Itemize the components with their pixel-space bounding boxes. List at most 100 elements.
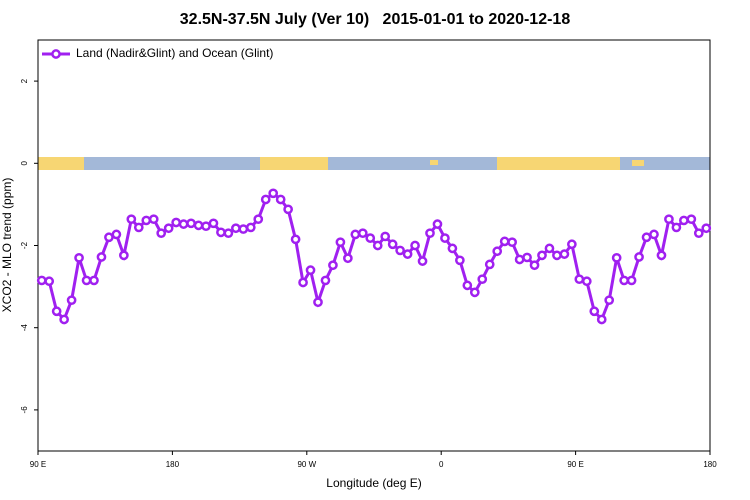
data-point [320,275,331,286]
data-point [51,306,62,317]
data-point [245,222,256,233]
data-point [626,275,637,286]
data-point [529,260,540,271]
data-point [686,214,697,225]
data-point [81,275,92,286]
data-point [208,218,219,229]
data-point [477,274,488,285]
y-axis-label: XCO2 - MLO trend (ppm) [0,178,14,313]
y-tick-label: 0 [20,161,29,166]
data-point [365,233,376,243]
data-point [253,214,264,225]
legend-marker [51,49,61,59]
x-tick-label: 90 E [567,460,583,469]
data-point [492,246,503,257]
data-point [133,222,144,233]
data-point [156,228,167,239]
data-point [671,222,682,233]
data-point [567,239,577,250]
data-point [74,252,84,263]
data-point [604,295,615,306]
data-point [596,314,607,325]
data-point [104,232,114,243]
data-point [335,237,346,248]
data-point [357,228,368,239]
data-point [552,250,562,261]
data-point [201,221,211,232]
data-point [66,295,77,306]
legend-label: Land (Nadir&Glint) and Ocean (Glint) [76,46,273,60]
chart-title: 32.5N-37.5N July (Ver 10) 2015-01-01 to … [180,11,571,28]
data-point [537,250,547,261]
land-ocean-strip [38,157,710,170]
data-point [350,229,361,240]
data-point [634,252,644,262]
data-point [343,253,353,264]
data-point [559,249,570,259]
x-axis-label: Longitude (deg E) [326,476,421,490]
data-point [462,280,473,291]
x-tick-label: 180 [703,460,717,469]
data-point [178,219,189,229]
y-tick-label: 2 [20,78,29,83]
y-tick-label: -4 [20,324,29,332]
data-point [589,306,600,317]
x-tick-label: 90 E [30,460,46,469]
data-point [275,194,286,205]
data-point [372,240,383,251]
data-point [544,243,555,254]
data-point [387,239,398,250]
data-point [283,204,293,215]
data-point [701,223,712,234]
data-point [193,220,204,231]
data-point [693,228,704,239]
data-point [231,223,241,234]
data-point [432,219,443,229]
data-point [126,214,137,225]
data-point [238,224,249,234]
data-point [96,252,107,262]
y-tick-label: -2 [20,241,29,249]
data-point [163,223,174,234]
data-point [44,276,55,287]
data-point [514,254,525,265]
data-point [619,275,629,286]
data-point [410,240,420,251]
x-tick-label: 180 [166,460,180,469]
data-point [417,256,428,266]
data-point [223,228,234,239]
data-point [395,245,405,256]
data-point [186,218,196,229]
data-point [402,249,413,259]
data-point [268,188,279,199]
data-point [507,237,517,248]
data-point [574,274,585,285]
data-point [484,259,495,270]
data-point [260,194,271,205]
x-tick-label: 90 W [297,460,316,469]
data-point [440,233,450,243]
data-point [148,214,159,225]
data-point [425,228,435,239]
data-point [469,287,480,298]
data-point [656,250,667,261]
data-point [611,252,622,263]
data-point [111,229,122,240]
data-point [522,252,532,263]
data-point [216,227,226,238]
data-point [499,236,510,247]
data-point [298,277,308,288]
data-point [455,255,465,266]
data-point [649,229,659,240]
data-point [641,232,652,243]
data-point [171,217,181,228]
data-point [664,214,674,225]
data-point [89,275,99,286]
data-point [328,260,338,271]
data-point [141,215,152,226]
data-point [59,314,69,325]
data-point [447,243,458,254]
data-point [119,250,129,261]
x-tick-label: 0 [439,460,444,469]
